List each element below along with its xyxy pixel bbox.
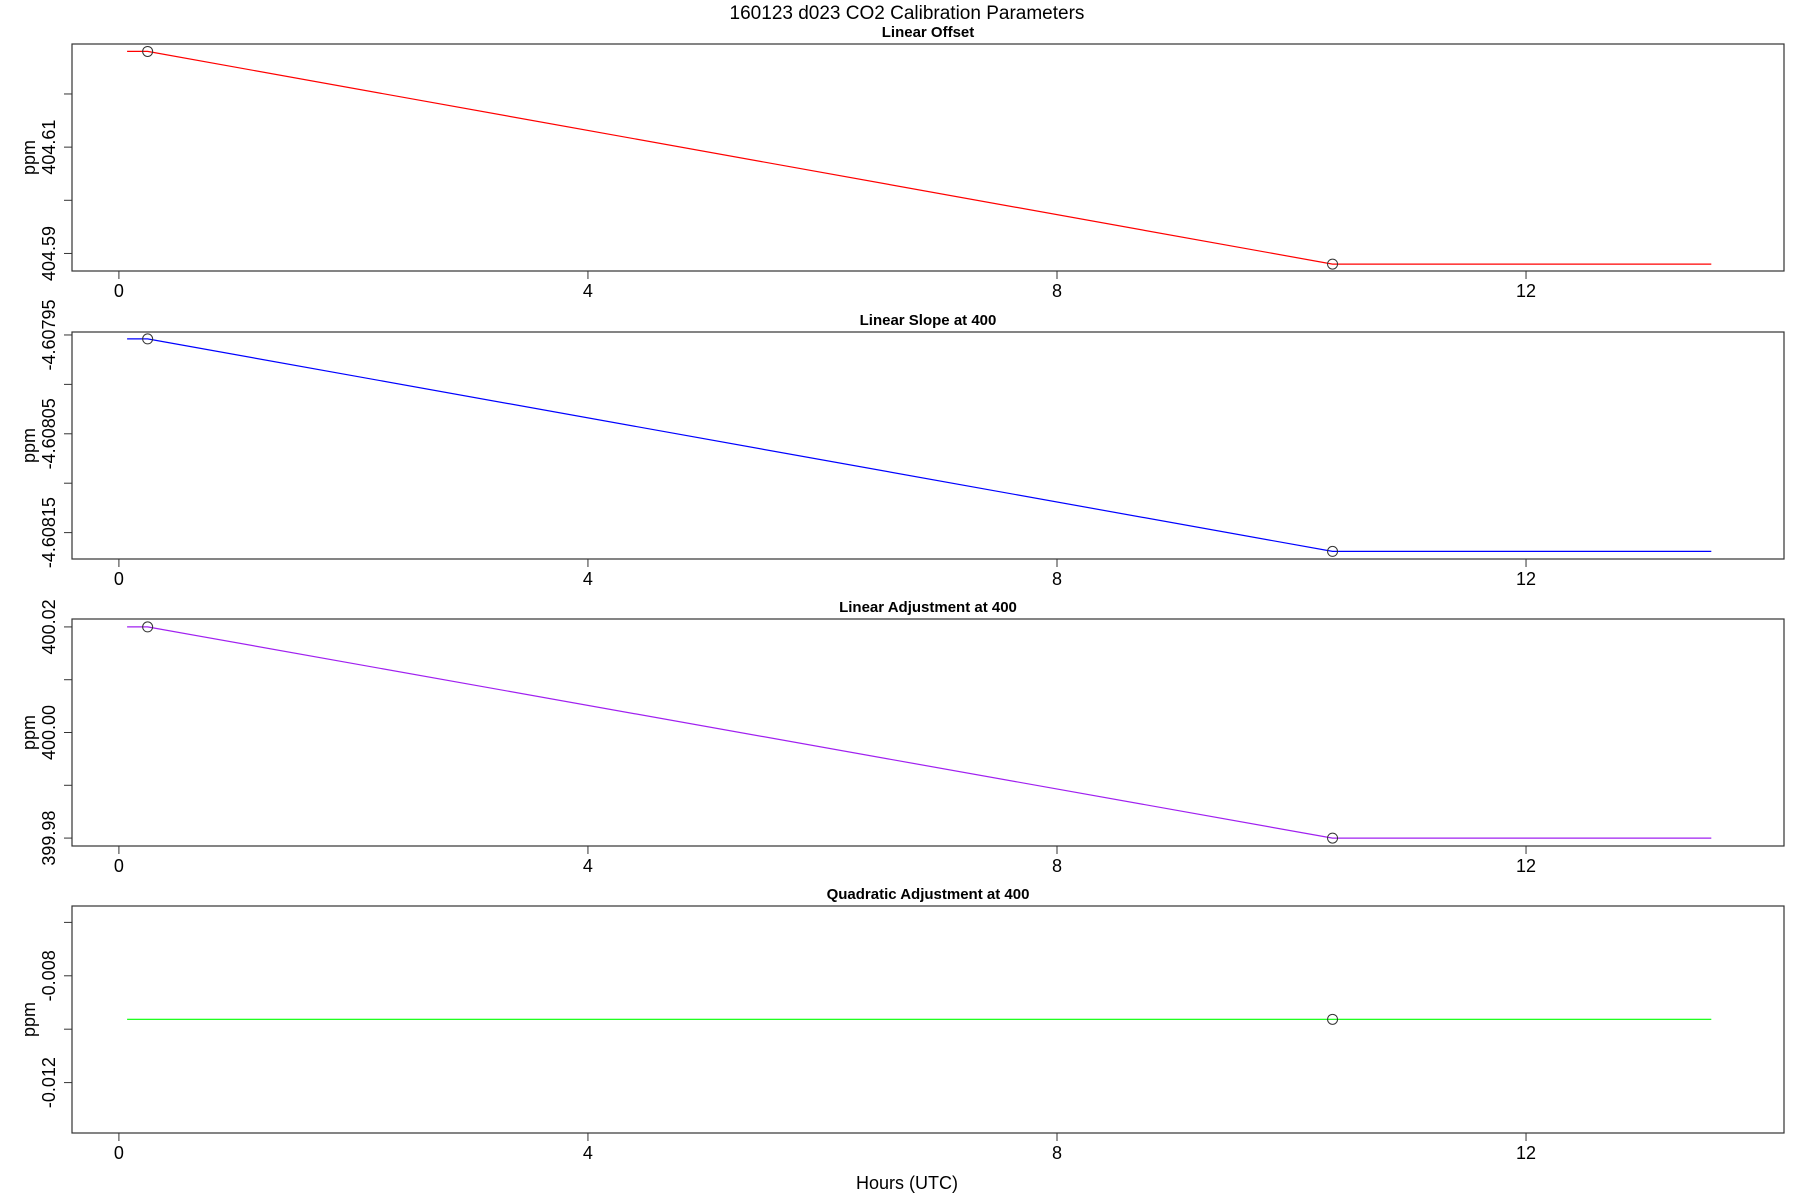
y-axis-label: ppm <box>19 1002 39 1037</box>
x-tick-label: 12 <box>1516 569 1536 589</box>
x-axis-label: Hours (UTC) <box>856 1173 958 1193</box>
x-tick-label: 4 <box>583 569 593 589</box>
x-tick-label: 8 <box>1052 856 1062 876</box>
x-tick-label: 4 <box>583 856 593 876</box>
y-tick-label: -4.60815 <box>39 497 59 568</box>
series-line <box>127 626 1712 839</box>
data-point-marker <box>1327 258 1339 270</box>
data-point-marker <box>1327 1013 1339 1025</box>
y-tick-label: 404.61 <box>39 120 59 175</box>
y-axis-label: ppm <box>19 140 39 175</box>
x-tick-label: 8 <box>1052 569 1062 589</box>
x-tick-label: 0 <box>114 1143 124 1163</box>
y-tick-label: 399.98 <box>39 811 59 866</box>
y-tick-label: -4.60805 <box>39 398 59 469</box>
x-tick-label: 12 <box>1516 281 1536 301</box>
data-point-marker <box>1327 832 1339 844</box>
series-line <box>127 50 1712 265</box>
plot-frame <box>71 618 1785 847</box>
y-tick-label: 404.59 <box>39 226 59 281</box>
x-tick-label: 8 <box>1052 281 1062 301</box>
x-tick-label: 0 <box>114 569 124 589</box>
x-tick-label: 12 <box>1516 856 1536 876</box>
series-line <box>127 338 1712 553</box>
data-point-marker <box>142 621 154 633</box>
plot-frame <box>71 905 1785 1134</box>
panel-title: Linear Adjustment at 400 <box>839 599 1017 616</box>
panel-title: Linear Offset <box>882 24 975 41</box>
y-axis-label: ppm <box>19 428 39 463</box>
y-tick-label: 400.00 <box>39 705 59 760</box>
y-tick-label: -0.012 <box>39 1057 59 1108</box>
panel-4: Quadratic Adjustment at 400 0 4 8 12 -0.008 -0… <box>19 886 1785 1163</box>
plot-frame <box>71 331 1785 560</box>
panel-2: Linear Slope at 400 0 4 8 12 -4.60795 -4.60805… <box>19 299 1785 589</box>
x-tick-label: 8 <box>1052 1143 1062 1163</box>
plot-frame <box>71 43 1785 272</box>
panel-title: Linear Slope at 400 <box>860 312 997 329</box>
data-point-marker <box>142 333 154 345</box>
x-tick-label: 4 <box>583 1143 593 1163</box>
panel-3: Linear Adjustment at 400 0 4 8 12 399.98 400.0… <box>19 599 1785 876</box>
x-tick-label: 0 <box>114 856 124 876</box>
x-tick-label: 0 <box>114 281 124 301</box>
data-point-marker <box>1327 545 1339 557</box>
y-axis-label: ppm <box>19 715 39 750</box>
panel-title: Quadratic Adjustment at 400 <box>827 886 1030 903</box>
y-tick-label: -0.008 <box>39 950 59 1001</box>
x-tick-label: 4 <box>583 281 593 301</box>
main-title: 160123 d023 CO2 Calibration Parameters <box>730 3 1085 24</box>
data-point-marker <box>142 45 154 57</box>
y-tick-label: -4.60795 <box>39 299 59 370</box>
x-tick-label: 12 <box>1516 1143 1536 1163</box>
y-tick-label: 400.02 <box>39 599 59 654</box>
